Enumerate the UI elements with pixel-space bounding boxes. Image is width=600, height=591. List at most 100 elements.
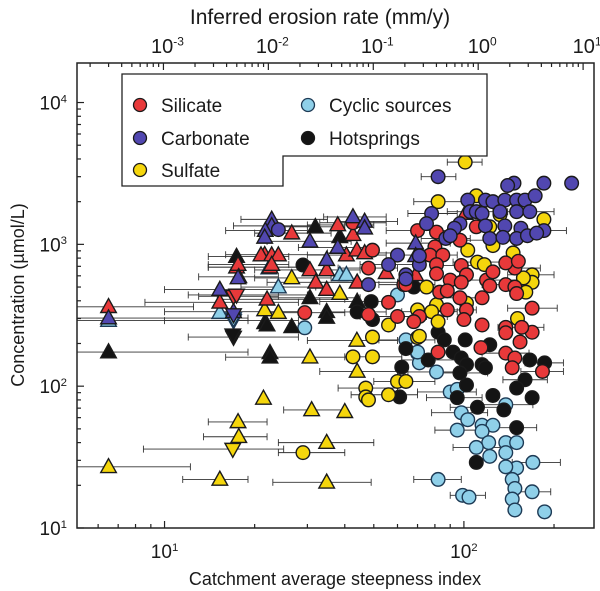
carbonate-point	[381, 257, 397, 273]
data-points	[99, 140, 580, 520]
legend-marker	[132, 162, 148, 178]
carbonate-point	[529, 225, 545, 241]
plot-frame	[76, 62, 595, 529]
sulfate-point	[398, 373, 414, 389]
cyclic-sources-point	[525, 454, 541, 470]
carbonate-point	[255, 227, 274, 244]
silicate-point	[504, 360, 520, 376]
x-tick-label: 102	[450, 542, 477, 563]
legend-label: Cyclic sources	[329, 96, 451, 117]
hotsprings-point	[258, 315, 277, 332]
x-axis-title: Catchment average steepness index	[189, 569, 481, 589]
silicate-point	[429, 266, 445, 282]
carbonate-point	[411, 248, 427, 264]
sulfate-point	[335, 402, 354, 419]
silicate-point	[453, 274, 469, 290]
silicate-point	[439, 283, 455, 299]
legend-box	[121, 73, 488, 187]
silicate-point	[452, 290, 468, 306]
silicate-point	[473, 340, 489, 356]
carbonate-point	[389, 247, 405, 263]
cyclic-sources-point	[210, 303, 229, 320]
carbonate-point	[474, 206, 490, 222]
sulfate-point	[515, 270, 531, 286]
top-x-tick-label: 10-3	[151, 34, 184, 58]
silicate-point	[306, 272, 325, 289]
y-tick-label: 101	[40, 519, 67, 540]
carbonate-point	[300, 231, 319, 248]
cyclic-sources-point	[474, 423, 490, 439]
x-tick-label: 101	[151, 542, 178, 563]
sulfate-point	[210, 469, 229, 486]
silicate-point	[317, 260, 336, 277]
silicate-point	[262, 254, 281, 272]
silicate-point	[406, 314, 422, 330]
sulfate-point	[295, 445, 311, 461]
y-tick-label: 104	[40, 93, 67, 114]
sulfate-point	[330, 283, 349, 300]
silicate-point	[258, 289, 277, 306]
hotsprings-point	[509, 420, 525, 436]
silicate-point	[474, 290, 490, 306]
carbonate-point	[477, 218, 493, 234]
carbonate-point	[270, 222, 286, 238]
cyclic-sources-point	[429, 364, 445, 380]
cyclic-sources-point	[449, 422, 465, 438]
silicate-point	[474, 317, 490, 333]
sulfate-point	[302, 400, 321, 417]
silicate-point	[210, 292, 229, 309]
hotsprings-point	[524, 390, 540, 406]
hotsprings-point	[449, 390, 465, 406]
silicate-point	[269, 245, 288, 262]
sulfate-point	[411, 328, 427, 344]
cyclic-sources-point	[430, 471, 446, 487]
hotsprings-point	[282, 317, 301, 334]
sulfate-point	[348, 361, 367, 378]
sulfate-point	[317, 432, 336, 450]
carbonate-point	[482, 230, 498, 246]
hotsprings-point	[452, 365, 468, 381]
legend: Silicate Carbonate Sulfate Cyclic sources Ho…	[121, 73, 488, 187]
carbonate-point	[229, 268, 248, 285]
cyclic-sources-point	[498, 445, 514, 461]
silicate-point	[509, 286, 525, 302]
carbonate-point	[419, 216, 435, 232]
hotsprings-point	[317, 307, 336, 324]
hotsprings-point	[458, 377, 474, 393]
hotsprings-point	[457, 332, 473, 348]
silicate-point	[360, 260, 376, 276]
carbonate-point	[564, 175, 580, 191]
hotsprings-point	[394, 359, 410, 375]
legend-label: Silicate	[161, 96, 222, 117]
hotsprings-point	[260, 347, 279, 364]
silicate-point	[514, 319, 530, 335]
sulfate-point	[255, 300, 274, 317]
axes: 101 102 101 102 103 104 10-3 10-2 10-1 100 101	[40, 34, 600, 563]
carbonate-point	[527, 188, 543, 204]
carbonate-point	[317, 250, 336, 267]
hotsprings-point	[300, 288, 319, 305]
silicate-point	[381, 294, 397, 310]
hotsprings-point	[420, 352, 436, 368]
hotsprings-point	[485, 387, 501, 403]
silicate-point	[317, 279, 336, 297]
sulfate-point	[345, 349, 361, 365]
carbonate-point	[430, 169, 446, 185]
silicate-point	[534, 363, 550, 379]
silicate-point	[498, 255, 514, 271]
cyclic-sources-point	[507, 502, 523, 518]
sulfate-point	[254, 388, 273, 405]
silicate-point	[252, 245, 270, 262]
hotsprings-point	[477, 360, 493, 376]
cyclic-sources-point	[468, 439, 484, 455]
sulfate-point	[460, 242, 476, 258]
sulfate-point	[381, 317, 397, 333]
sulfate-point	[430, 314, 446, 330]
cyclic-sources-point	[482, 448, 498, 464]
hotsprings-point	[398, 341, 414, 357]
silicate-point	[456, 312, 472, 328]
carbonate-point	[328, 237, 347, 254]
silicate-point	[364, 242, 380, 258]
legend-marker	[300, 97, 316, 113]
y-tick-label: 103	[40, 235, 67, 256]
